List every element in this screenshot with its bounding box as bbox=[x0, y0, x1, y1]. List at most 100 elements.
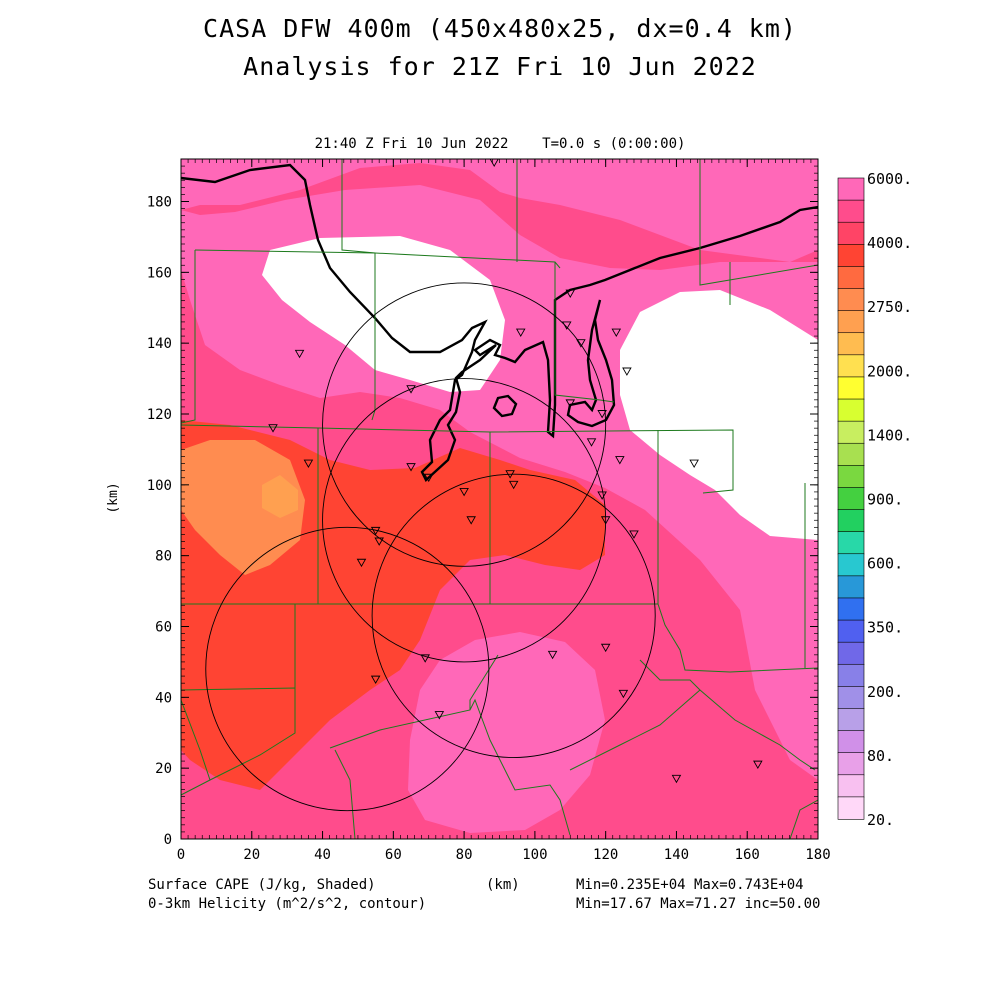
radar-range-ring bbox=[322, 282, 607, 567]
station-marker bbox=[618, 689, 629, 699]
station-marker bbox=[406, 463, 416, 472]
x-tick-label: 160 bbox=[735, 847, 760, 863]
y-axis: 0 20 40 60 80 100 120 140 160 180 bbox=[147, 158, 818, 848]
station-marker bbox=[586, 438, 597, 447]
colorbar-swatch bbox=[837, 575, 865, 599]
station-marker bbox=[622, 367, 632, 376]
station-marker bbox=[671, 774, 682, 784]
colorbar: 6000. 4000. 2750. 2000. 1400. 900. 600. 350. 200… bbox=[837, 170, 912, 829]
colorbar-label: 2000. bbox=[867, 362, 912, 380]
footer-field-label: Surface CAPE (J/kg, Shaded) bbox=[148, 877, 376, 893]
colorbar-swatch bbox=[837, 686, 865, 710]
station-marker bbox=[505, 470, 515, 479]
colorbar-swatch bbox=[837, 442, 865, 466]
station-marker bbox=[303, 459, 314, 468]
radar-range-ring bbox=[371, 473, 656, 758]
chart-title-line2: Analysis for 21Z Fri 10 Jun 2022 bbox=[243, 52, 757, 81]
colorbar-swatch bbox=[837, 774, 865, 798]
colorbar-swatch bbox=[837, 244, 865, 268]
station-marker bbox=[753, 760, 763, 770]
station-marker bbox=[406, 385, 416, 394]
x-tick-label: 100 bbox=[522, 847, 547, 863]
colorbar-label: 80. bbox=[867, 747, 894, 765]
y-tick-label: 160 bbox=[147, 265, 172, 281]
colorbar-swatch bbox=[837, 288, 865, 312]
station-marker bbox=[423, 473, 434, 483]
colorbar-swatch bbox=[837, 398, 865, 422]
cape-pink-north bbox=[181, 159, 818, 262]
radar-range-rings bbox=[205, 282, 656, 812]
cape-shaded-field bbox=[181, 159, 818, 839]
colorbar-label: 6000. bbox=[867, 170, 912, 188]
colorbar-swatch bbox=[837, 266, 865, 290]
y-tick-label: 80 bbox=[155, 549, 172, 565]
station-marker bbox=[370, 675, 381, 685]
radar-range-ring bbox=[322, 378, 607, 663]
station-marker bbox=[466, 516, 476, 525]
colorbar-swatch bbox=[837, 509, 865, 533]
station-marker bbox=[565, 289, 576, 298]
radar-range-ring bbox=[205, 526, 490, 812]
station-marker bbox=[615, 456, 625, 465]
colorbar-label: 2750. bbox=[867, 298, 912, 316]
colorbar-swatch bbox=[837, 531, 865, 555]
y-tick-label: 180 bbox=[147, 195, 172, 211]
cape-orange-core bbox=[181, 440, 305, 575]
station-marker bbox=[597, 410, 607, 419]
x-tick-label: 20 bbox=[243, 847, 260, 863]
cape-white-east bbox=[620, 290, 818, 540]
colorbar-swatch bbox=[837, 597, 865, 621]
station-marker bbox=[611, 328, 622, 337]
y-axis-label: (km) bbox=[106, 482, 121, 513]
colorbar-swatch bbox=[837, 487, 865, 511]
x-axis-label: (km) bbox=[486, 877, 520, 893]
y-tick-label: 20 bbox=[155, 761, 172, 777]
station-marker bbox=[459, 487, 469, 497]
station-marker bbox=[370, 526, 381, 536]
station-marker bbox=[294, 349, 305, 359]
station-marker bbox=[268, 424, 278, 433]
colorbar-label: 1400. bbox=[867, 426, 912, 444]
colorbar-swatch bbox=[837, 663, 865, 687]
colorbar-swatch bbox=[837, 354, 865, 378]
colorbar-label: 200. bbox=[867, 683, 903, 701]
colorbar-swatch bbox=[837, 177, 865, 201]
colorbar-label: 20. bbox=[867, 811, 894, 829]
station-marker bbox=[356, 558, 367, 568]
station-marker bbox=[689, 459, 699, 468]
station-marker bbox=[600, 643, 611, 653]
footer-contour-label: 0-3km Helicity (m^2/s^2, contour) bbox=[148, 896, 427, 912]
cape-orange-peak bbox=[262, 475, 298, 518]
x-tick-label: 0 bbox=[177, 847, 185, 863]
x-tick-label: 40 bbox=[314, 847, 331, 863]
colorbar-swatch bbox=[837, 376, 865, 400]
station-marker bbox=[565, 399, 576, 408]
x-tick-label: 120 bbox=[593, 847, 618, 863]
station-marker bbox=[629, 530, 639, 539]
station-marker bbox=[547, 650, 558, 660]
cape-white-northwest bbox=[262, 236, 505, 392]
colorbar-swatch bbox=[837, 619, 865, 643]
y-tick-label: 120 bbox=[147, 407, 172, 423]
station-marker bbox=[600, 516, 611, 525]
helicity-contour-ring-east bbox=[566, 299, 616, 428]
station-marker bbox=[508, 480, 519, 490]
helicity-contour-small-loop bbox=[492, 394, 518, 418]
x-tick-label: 180 bbox=[805, 847, 830, 863]
colorbar-swatch bbox=[837, 420, 865, 444]
x-tick-label: 80 bbox=[456, 847, 473, 863]
colorbar-swatch bbox=[837, 553, 865, 577]
y-tick-label: 60 bbox=[155, 620, 172, 636]
station-marker bbox=[434, 711, 445, 720]
station-marker bbox=[374, 537, 384, 546]
x-tick-label: 140 bbox=[664, 847, 689, 863]
station-marker bbox=[420, 654, 430, 663]
county-boundaries bbox=[181, 159, 818, 839]
station-marker bbox=[597, 491, 607, 500]
x-axis: 0 20 40 60 80 100 120 140 160 180 bbox=[177, 159, 831, 863]
valid-time-subtitle: 21:40 Z Fri 10 Jun 2022 T=0.0 s (0:00:00… bbox=[314, 136, 686, 152]
chart-title-line1: CASA DFW 400m (450x480x25, dx=0.4 km) bbox=[203, 14, 797, 43]
x-tick-label: 60 bbox=[385, 847, 402, 863]
colorbar-swatch bbox=[837, 796, 865, 820]
